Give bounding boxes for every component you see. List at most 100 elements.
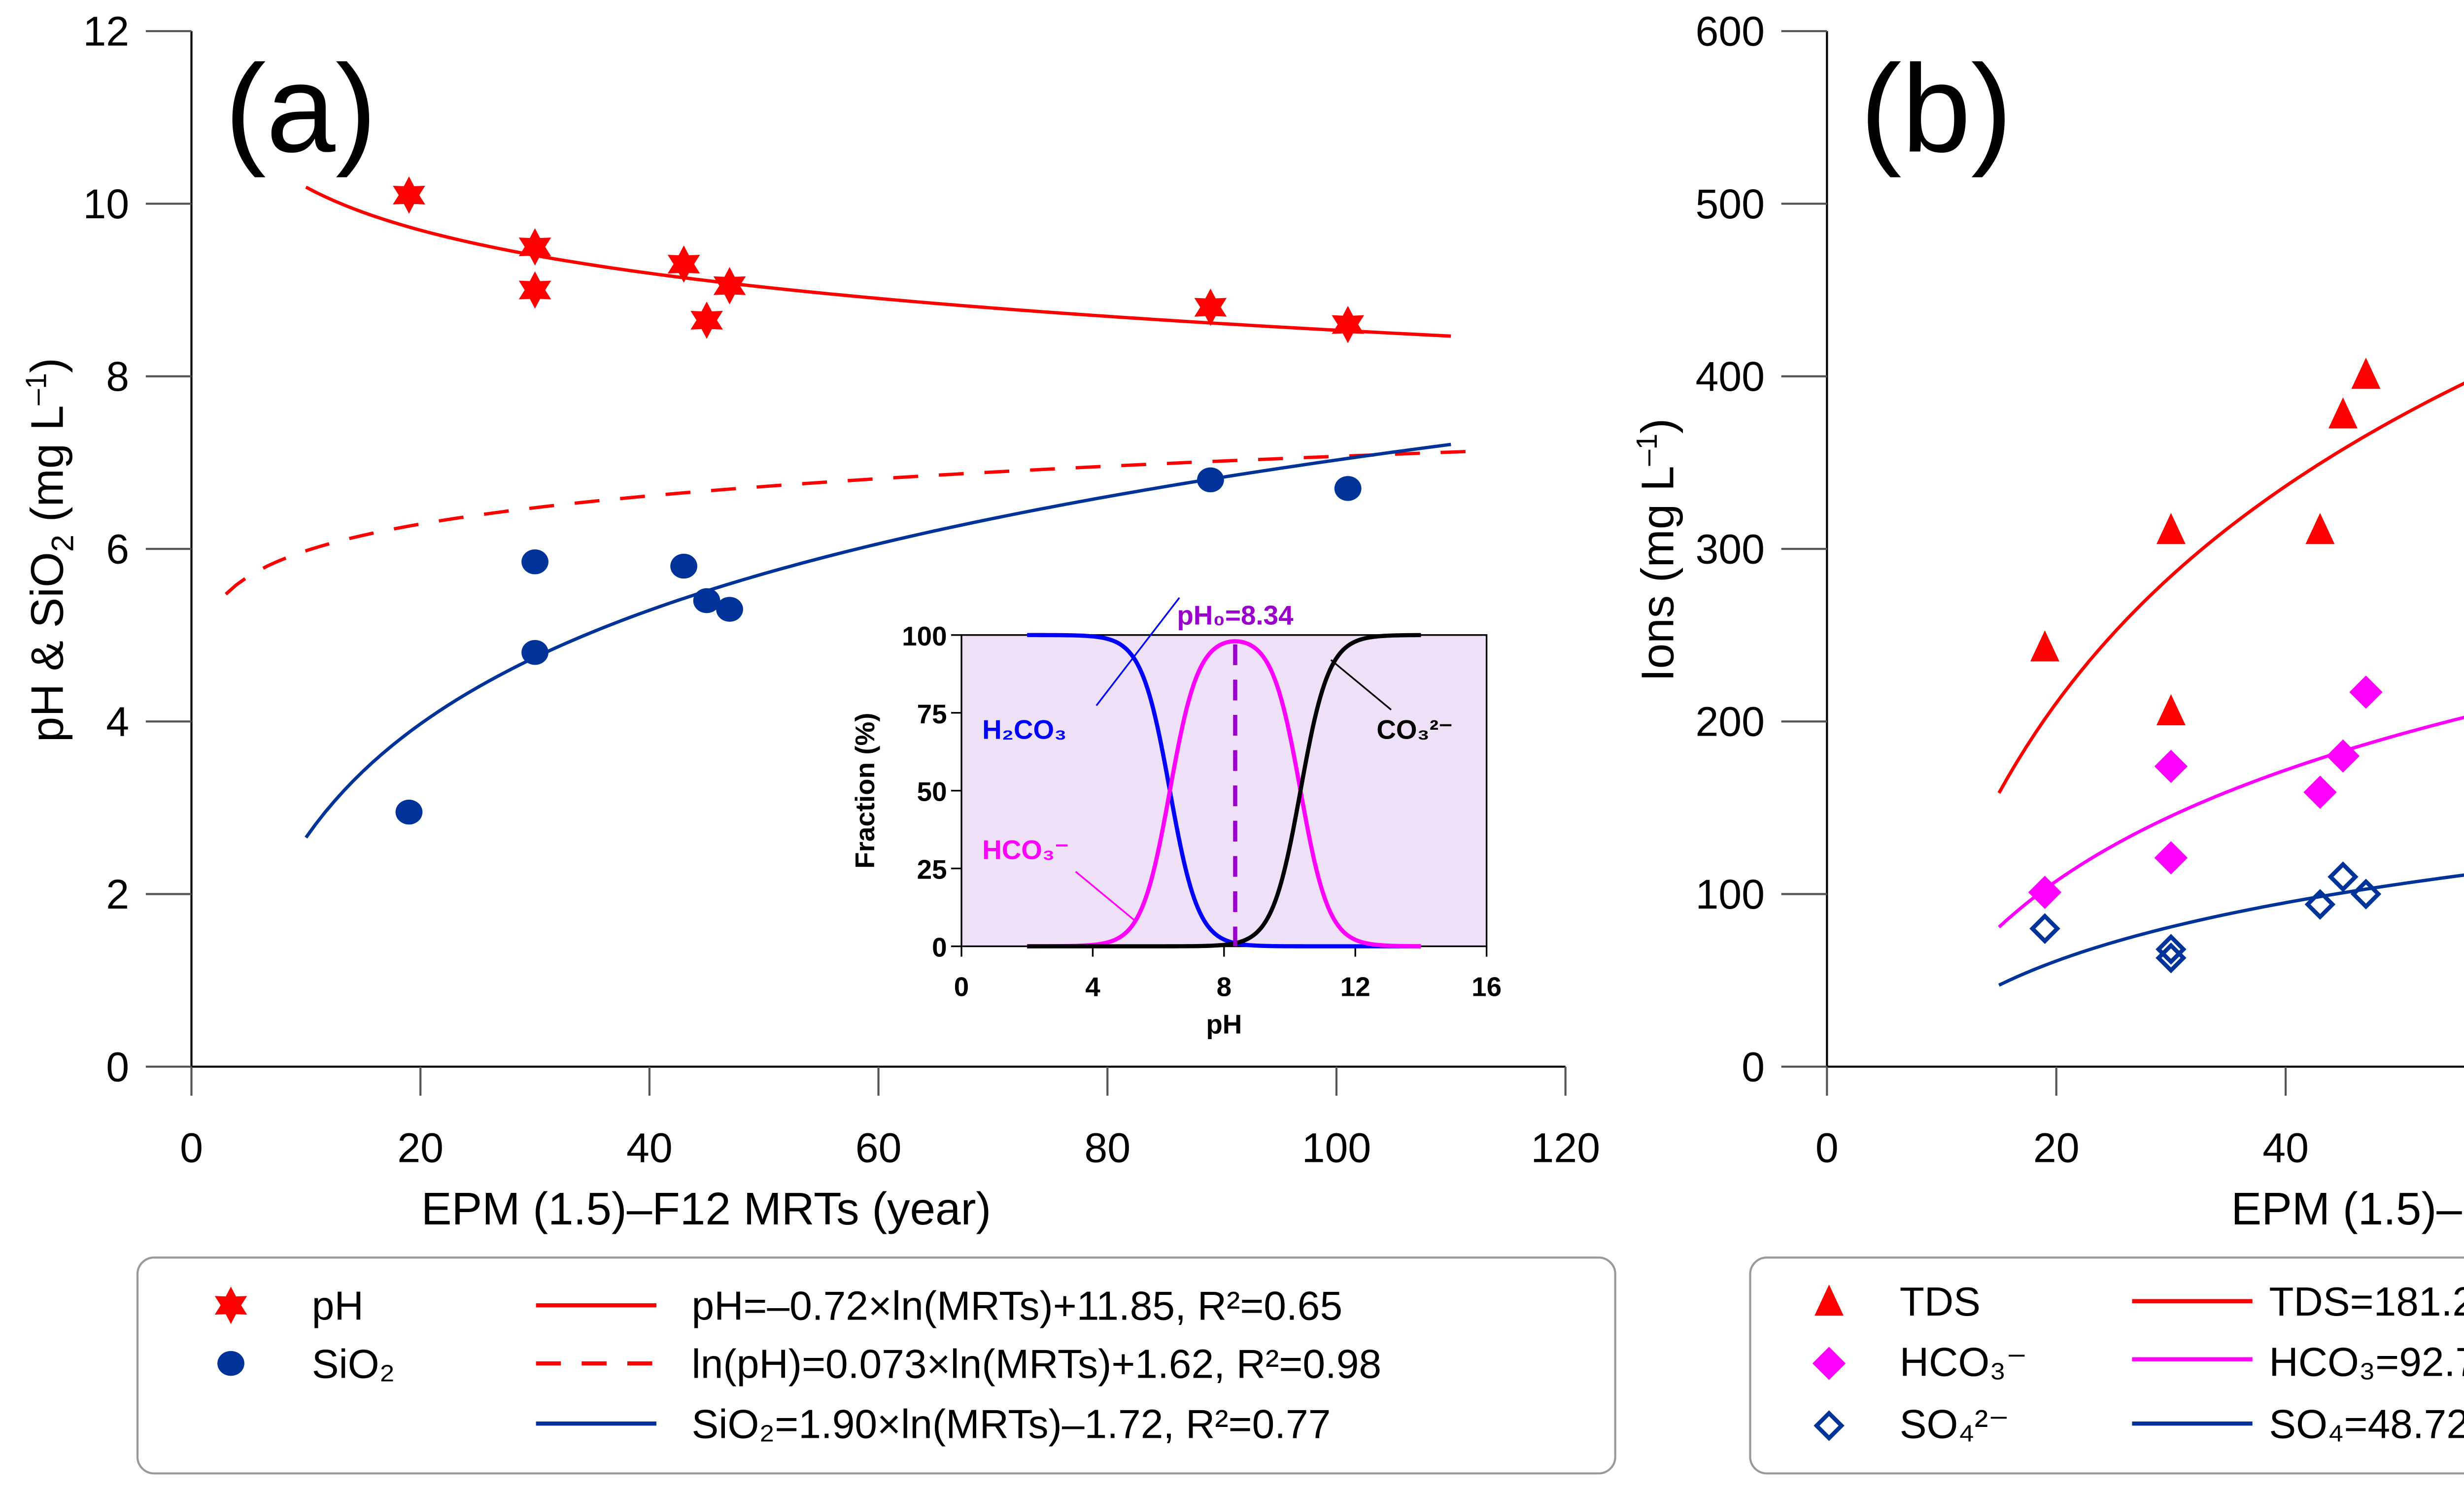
legend-label-hco3-fit: HCO₃=92.79×ln(MRTs)–170.43, R²=0.76 [2269, 1340, 2464, 1385]
legend-label-ph-fit: pH=–0.72×ln(MRTs)+11.85, R²=0.65 [692, 1284, 1343, 1329]
panel-b-y-tick-label: 300 [1695, 526, 1765, 572]
panel-a-point-sio2 [670, 553, 697, 579]
inset-x-tick-label: 12 [1340, 972, 1370, 1002]
panel-a-fit-line [305, 442, 1451, 839]
panel-a-x-tick-label: 100 [1302, 1125, 1371, 1171]
panel-a-x-tick-label: 20 [397, 1125, 444, 1171]
panel-b-axes: 0100200300400500600020406080100120 [1695, 8, 2464, 1171]
panel-b-y-tick-label: 600 [1695, 8, 1765, 55]
panel-b-x-tick-label: 0 [1815, 1125, 1839, 1171]
panel-a-x-tick-label: 40 [626, 1125, 673, 1171]
panel-b-x-tick-label: 40 [2262, 1125, 2309, 1171]
panel-b-legend: TDS HCO₃⁻ SO₄²⁻ TDS=181.28×ln(MRTs)–332.… [1749, 1256, 2464, 1475]
panel-b-fit-line [1998, 873, 2464, 987]
legend-label-sio2: SiO₂ [312, 1342, 395, 1387]
panel-a-point-ph [518, 228, 551, 266]
inset-y-tick-label: 100 [902, 621, 947, 651]
inset-speciation-chart: 0 25 50 75 100 0 4 8 12 16 pH Fraction (%) pH₀=8.34 H… [850, 597, 1502, 1039]
inset-species-label: H₂CO₃ [982, 714, 1066, 745]
legend-label-so4-fit: SO₄=48.72×ln(MRTs)–84.72, R²=0.82 [2269, 1402, 2464, 1447]
panel-a-point-sio2 [521, 640, 548, 665]
panel-a-point-sio2 [693, 588, 720, 613]
panel-a-y-tick-label: 10 [83, 181, 129, 227]
panel-b-y-tick-label: 200 [1695, 699, 1765, 745]
inset-x-tick-label: 0 [954, 972, 969, 1002]
panel-a-y-tick-label: 12 [83, 8, 129, 55]
panel-a-y-tick-label: 6 [106, 526, 129, 572]
panel-a-y-tick-label: 8 [106, 353, 129, 400]
panel-b-fit-line [1997, 381, 2464, 794]
panel-a-y-tick-label: 0 [106, 1044, 129, 1090]
legend-label-ph: pH [312, 1284, 364, 1329]
inset-plot-area [960, 634, 1488, 948]
panel-b: 0100200300400500600020406080100120 (b) E… [1631, 8, 2464, 1234]
panel-b-fit-lines [1997, 381, 2464, 987]
panel-a-x-axis-label: EPM (1.5)–F12 MRTs (year) [421, 1183, 992, 1234]
inset-label-leader [1075, 871, 1136, 922]
panel-a-point-sio2 [1334, 476, 1362, 501]
inset-label-leader [1095, 597, 1180, 707]
panel-a-x-tick-label: 120 [1531, 1125, 1600, 1171]
panel-a-x-tick-label: 0 [180, 1125, 203, 1171]
legend-label-hco3: HCO₃⁻ [1900, 1340, 2027, 1385]
inset-species-label: CO₃²⁻ [1376, 714, 1453, 745]
panel-b-point-so42 [2156, 934, 2187, 965]
legend-label-so4: SO₄²⁻ [1900, 1402, 2010, 1447]
panel-a-point-ph [393, 176, 425, 214]
legend-marker-tds [1814, 1285, 1844, 1316]
panel-b-point-so42 [2156, 942, 2187, 974]
panel-b-x-tick-label: 20 [2033, 1125, 2080, 1171]
legend-marker-so4 [1814, 1410, 1845, 1441]
panel-b-label: (b) [1860, 38, 2013, 178]
panel-b-y-tick-label: 100 [1695, 871, 1765, 917]
panel-b-x-axis-label: EPM (1.5)–F12 MRTs (year) [2231, 1183, 2464, 1234]
panel-a-point-ph [713, 267, 746, 305]
panel-b-fit-line [1998, 715, 2464, 929]
panel-a-fit-line [224, 449, 1474, 596]
inset-y-tick-label: 75 [917, 699, 947, 729]
inset-y-tick-label: 25 [917, 854, 947, 885]
inset-y-axis-label: Fraction (%) [850, 712, 880, 868]
legend-box [1749, 1256, 2464, 1475]
panel-a-point-sio2 [521, 549, 548, 575]
inset-y-tick-label: 0 [932, 932, 947, 963]
panel-a-fit-line [305, 185, 1451, 338]
panel-b-point-tds [2156, 694, 2186, 726]
panel-b-y-tick-label: 500 [1695, 181, 1765, 227]
panel-b-point-so42 [2304, 889, 2336, 920]
inset-curve-co32 [1027, 633, 1421, 948]
panel-a-fit-lines [224, 185, 1474, 839]
panel-a-points [393, 176, 1365, 825]
panel-a-point-ph [690, 301, 723, 339]
panel-a-point-sio2 [395, 799, 423, 825]
panel-b-point-so42 [2350, 879, 2382, 910]
inset-label-leader [1330, 659, 1392, 711]
legend-box [136, 1256, 1616, 1475]
panel-b-point-hco3 [2349, 676, 2383, 709]
inset-x-tick-label: 16 [1472, 972, 1502, 1002]
panel-b-point-tds [2328, 397, 2358, 429]
panel-b-y-tick-label: 400 [1695, 353, 1765, 400]
panel-b-point-so42 [2029, 913, 2060, 944]
legend-marker-ph [214, 1287, 247, 1324]
legend-label-sio2-fit: SiO₂=1.90×ln(MRTs)–1.72, R²=0.77 [692, 1402, 1331, 1447]
panel-a-y-tick-label: 4 [106, 699, 129, 745]
panel-a-x-tick-label: 60 [856, 1125, 902, 1171]
inset-x-tick-label: 8 [1217, 972, 1232, 1002]
panel-b-point-tds [2156, 513, 2186, 544]
panel-a-y-tick-label: 2 [106, 871, 129, 917]
inset-x-axis-label: pH [1206, 1009, 1242, 1039]
panel-a-point-sio2 [716, 597, 743, 622]
inset-title: pH₀=8.34 [1177, 600, 1294, 631]
panel-a-point-ph [1194, 288, 1227, 326]
panel-a-point-sio2 [1197, 467, 1224, 493]
panel-a-x-tick-label: 80 [1084, 1125, 1130, 1171]
panel-a-label: (a) [225, 38, 377, 178]
panel-b-point-hco3 [2326, 739, 2360, 773]
legend-label-tds: TDS [1900, 1280, 1981, 1324]
inset-y-tick-label: 50 [917, 777, 947, 807]
panel-b-points [2028, 357, 2383, 974]
